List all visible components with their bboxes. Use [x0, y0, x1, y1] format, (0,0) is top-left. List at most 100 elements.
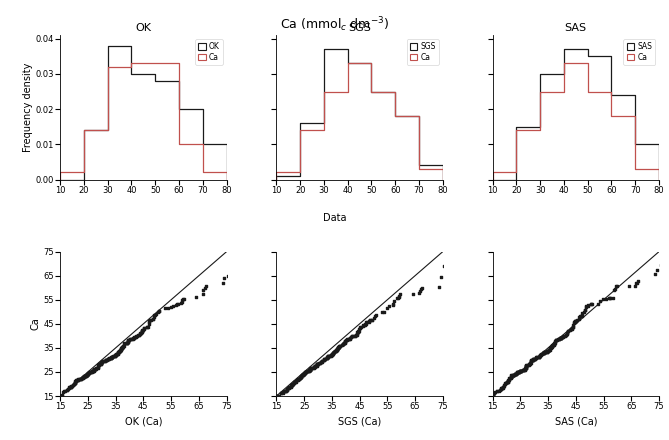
- Point: [334, 343, 345, 350]
- Point: [118, 342, 129, 349]
- Point: [123, 337, 134, 344]
- Point: [113, 349, 124, 356]
- Point: [272, 392, 283, 400]
- Point: [327, 351, 338, 358]
- Point: [110, 352, 121, 359]
- Point: [106, 354, 116, 361]
- Point: [288, 380, 298, 387]
- Point: [82, 372, 92, 379]
- Point: [326, 351, 337, 358]
- Point: [293, 376, 304, 383]
- Point: [510, 371, 520, 378]
- Point: [571, 316, 582, 323]
- Point: [324, 352, 334, 359]
- Point: [112, 351, 122, 358]
- Point: [512, 369, 522, 376]
- Point: [111, 351, 122, 358]
- Point: [296, 374, 306, 381]
- Point: [330, 347, 341, 354]
- Point: [556, 334, 567, 341]
- Point: [574, 315, 585, 323]
- Point: [585, 301, 596, 308]
- Point: [305, 365, 316, 372]
- Point: [563, 328, 573, 335]
- Point: [110, 352, 120, 359]
- Point: [94, 360, 105, 367]
- Point: [78, 373, 89, 380]
- Point: [633, 278, 644, 285]
- Point: [571, 317, 582, 324]
- Point: [446, 248, 456, 255]
- Point: [286, 381, 296, 389]
- Point: [650, 270, 660, 277]
- Point: [69, 380, 80, 387]
- Point: [73, 376, 84, 383]
- Point: [62, 386, 72, 393]
- Point: [533, 354, 544, 361]
- Point: [577, 310, 587, 317]
- Point: [563, 327, 574, 334]
- Point: [539, 349, 550, 356]
- Point: [317, 358, 328, 365]
- Point: [57, 389, 68, 396]
- Point: [79, 373, 90, 380]
- Point: [506, 372, 516, 379]
- Point: [138, 324, 149, 331]
- Point: [518, 366, 529, 373]
- Point: [229, 248, 240, 255]
- Point: [278, 389, 289, 396]
- Point: [583, 302, 593, 309]
- Point: [662, 252, 669, 259]
- Point: [359, 321, 369, 328]
- Point: [200, 282, 211, 290]
- Point: [353, 325, 364, 332]
- Point: [580, 307, 591, 314]
- Point: [554, 335, 565, 342]
- Point: [296, 372, 307, 379]
- Point: [528, 356, 539, 363]
- Point: [307, 364, 318, 371]
- Text: Ca (mmol$_c$ dm$^{-3}$): Ca (mmol$_c$ dm$^{-3}$): [280, 15, 389, 34]
- Point: [66, 383, 76, 390]
- Point: [446, 248, 456, 255]
- Point: [632, 280, 643, 287]
- Point: [82, 370, 93, 378]
- Point: [529, 356, 539, 363]
- Point: [498, 383, 508, 390]
- X-axis label: SAS (Ca): SAS (Ca): [555, 417, 597, 427]
- Point: [538, 349, 549, 356]
- Point: [173, 301, 183, 308]
- Point: [525, 359, 536, 367]
- Point: [96, 359, 106, 366]
- Point: [555, 334, 565, 341]
- Point: [502, 378, 512, 385]
- Point: [355, 323, 366, 330]
- Point: [63, 385, 74, 392]
- Point: [69, 380, 80, 387]
- Point: [489, 389, 500, 396]
- Point: [322, 354, 332, 361]
- Point: [88, 368, 98, 375]
- Point: [561, 330, 572, 337]
- Point: [333, 344, 344, 351]
- Point: [553, 336, 563, 343]
- Point: [494, 387, 505, 394]
- Point: [351, 331, 362, 338]
- Point: [292, 376, 303, 383]
- Point: [106, 355, 116, 362]
- Point: [296, 372, 307, 379]
- Point: [117, 343, 128, 350]
- Point: [126, 335, 137, 342]
- Point: [434, 284, 444, 291]
- Point: [512, 369, 523, 376]
- Point: [312, 360, 323, 367]
- Point: [114, 348, 124, 355]
- Point: [191, 293, 202, 301]
- Point: [178, 296, 189, 303]
- Point: [544, 346, 555, 353]
- Point: [289, 378, 300, 385]
- Point: [504, 375, 514, 382]
- Point: [530, 355, 541, 362]
- Point: [285, 383, 296, 390]
- Point: [121, 340, 132, 347]
